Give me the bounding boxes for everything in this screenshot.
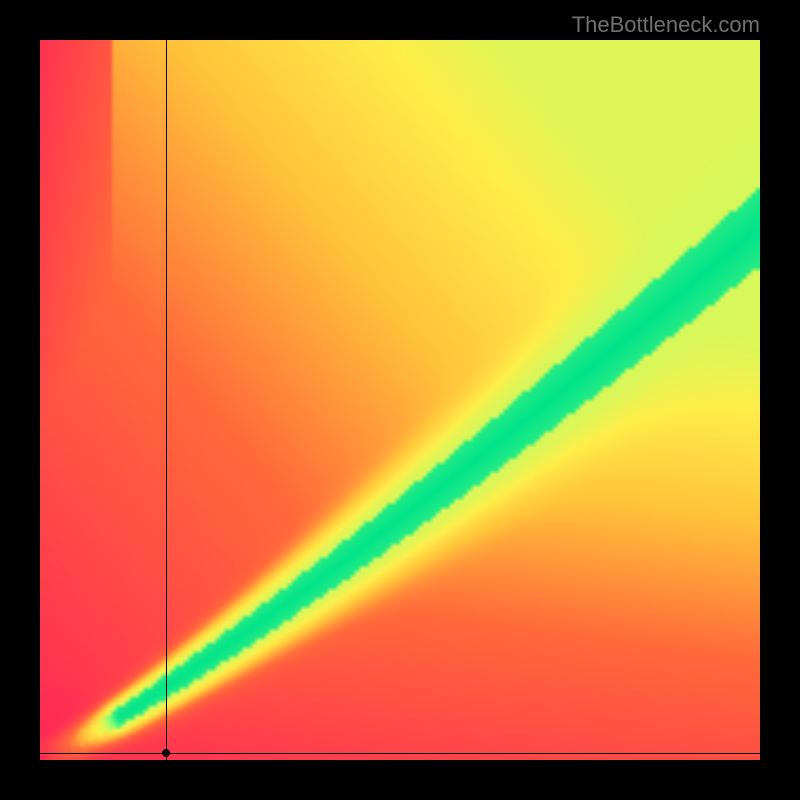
heatmap-plot — [40, 40, 760, 760]
crosshair-marker — [162, 749, 170, 757]
crosshair-vertical — [166, 40, 167, 760]
crosshair-horizontal — [40, 753, 760, 754]
watermark-text: TheBottleneck.com — [572, 12, 760, 38]
heatmap-canvas — [40, 40, 760, 760]
